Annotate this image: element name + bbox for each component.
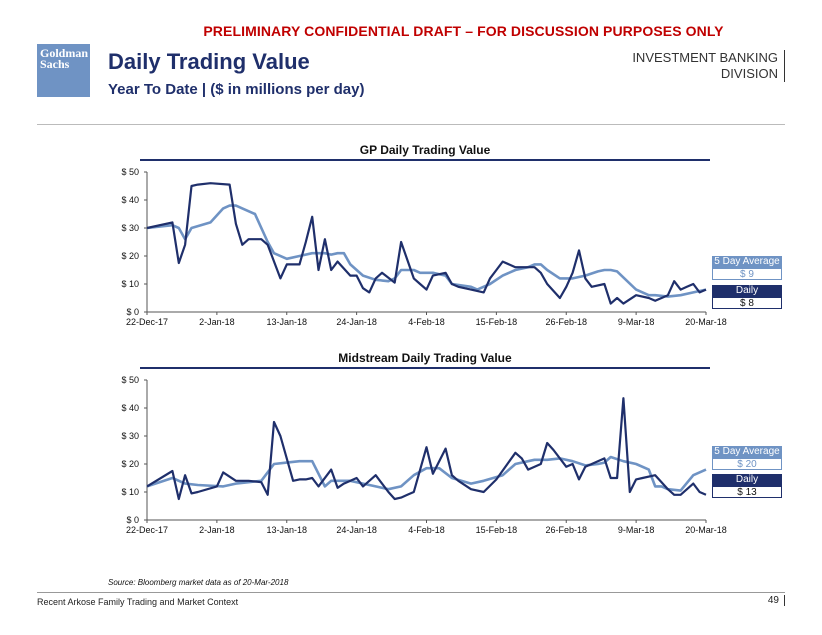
midstream-x-tick-label: 26-Feb-18 bbox=[545, 525, 587, 535]
midstream-daily-trading-chart: $ 0 $ 10 $ 20 $ 30 $ 40 $ 50 22-Dec-17 2-Jan-18… bbox=[121, 375, 727, 535]
gp-x-tick-label: 22-Dec-17 bbox=[126, 317, 168, 327]
gp-daily-line bbox=[146, 182, 707, 305]
midstream-chart-title-rule bbox=[140, 367, 710, 369]
gp-x-tick-label: 2-Jan-18 bbox=[199, 317, 235, 327]
page-title: Daily Trading Value bbox=[108, 49, 310, 74]
gp-legend-avg-value: $ 9 bbox=[712, 268, 782, 280]
midstream-x-tick-label: 24-Jan-18 bbox=[336, 525, 377, 535]
midstream-legend-daily-value: $ 13 bbox=[712, 486, 782, 498]
gp-5day-average-line bbox=[146, 204, 707, 298]
gp-legend-daily: Daily $ 8 bbox=[712, 285, 782, 309]
gp-legend-avg: 5 Day Average $ 9 bbox=[712, 256, 782, 280]
page-number: 49 bbox=[768, 595, 785, 606]
logo-line-1: Goldman bbox=[40, 46, 89, 60]
page-subtitle: Year To Date | ($ in millions per day) bbox=[108, 81, 365, 98]
midstream-legend-daily-label: Daily bbox=[712, 474, 782, 486]
logo-line-2: Sachs bbox=[40, 57, 70, 71]
midstream-x-tick-label: 9-Mar-18 bbox=[618, 525, 655, 535]
midstream-x-tick-label: 4-Feb-18 bbox=[408, 525, 445, 535]
gp-chart-title-rule bbox=[140, 159, 710, 161]
midstream-x-tick-label: 13-Jan-18 bbox=[266, 525, 307, 535]
midstream-legend-avg: 5 Day Average $ 20 bbox=[712, 446, 782, 470]
confidential-banner: PRELIMINARY CONFIDENTIAL DRAFT – FOR DIS… bbox=[203, 23, 724, 39]
gp-x-tick-label: 24-Jan-18 bbox=[336, 317, 377, 327]
gp-y-tick-label: $ 10 bbox=[121, 279, 139, 289]
midstream-chart-title: Midstream Daily Trading Value bbox=[338, 351, 512, 365]
gp-x-tick-label: 4-Feb-18 bbox=[408, 317, 445, 327]
gp-y-tick-label: $ 30 bbox=[121, 223, 139, 233]
midstream-x-tick-label: 22-Dec-17 bbox=[126, 525, 168, 535]
division-label: INVESTMENT BANKING DIVISION bbox=[618, 50, 785, 82]
midstream-5day-average-line bbox=[146, 455, 707, 492]
gp-x-tick-label: 9-Mar-18 bbox=[618, 317, 655, 327]
midstream-y-tick-label: $ 30 bbox=[121, 431, 139, 441]
gp-y-tick-label: $ 40 bbox=[121, 195, 139, 205]
division-line-2: DIVISION bbox=[720, 66, 778, 81]
gp-legend-daily-value: $ 8 bbox=[712, 297, 782, 309]
gp-y-tick-label: $ 50 bbox=[121, 167, 139, 177]
gp-y-tick-label: $ 20 bbox=[121, 251, 139, 261]
midstream-daily-line bbox=[146, 397, 707, 501]
gp-x-tick-label: 20-Mar-18 bbox=[685, 317, 727, 327]
gp-y-tick-label: $ 0 bbox=[126, 307, 139, 317]
footer-rule bbox=[37, 592, 785, 593]
midstream-x-tick-label: 2-Jan-18 bbox=[199, 525, 235, 535]
midstream-y-tick-label: $ 50 bbox=[121, 375, 139, 385]
midstream-legend-avg-label: 5 Day Average bbox=[712, 446, 782, 458]
gp-x-tick-label: 13-Jan-18 bbox=[266, 317, 307, 327]
footer-text: Recent Arkose Family Trading and Market … bbox=[37, 597, 239, 607]
gp-chart-title: GP Daily Trading Value bbox=[359, 143, 491, 157]
division-line-1: INVESTMENT BANKING bbox=[632, 50, 778, 65]
midstream-legend-daily: Daily $ 13 bbox=[712, 474, 782, 498]
midstream-legend-avg-value: $ 20 bbox=[712, 458, 782, 470]
midstream-y-tick-label: $ 40 bbox=[121, 403, 139, 413]
gp-daily-trading-chart: $ 0 $ 10 $ 20 $ 30 $ 40 $ 50 22-Dec-17 2-Jan-18… bbox=[121, 167, 727, 327]
goldman-sachs-logo: Goldman Sachs bbox=[37, 44, 90, 97]
source-note: Source: Bloomberg market data as of 20-M… bbox=[108, 578, 289, 587]
gp-legend-avg-label: 5 Day Average bbox=[712, 256, 782, 268]
gp-legend-daily-label: Daily bbox=[712, 285, 782, 297]
midstream-x-tick-label: 15-Feb-18 bbox=[476, 525, 518, 535]
header-rule bbox=[37, 124, 785, 125]
gp-x-tick-label: 15-Feb-18 bbox=[476, 317, 518, 327]
midstream-y-tick-label: $ 10 bbox=[121, 487, 139, 497]
midstream-y-tick-label: $ 0 bbox=[126, 515, 139, 525]
midstream-x-tick-label: 20-Mar-18 bbox=[685, 525, 727, 535]
gp-x-tick-label: 26-Feb-18 bbox=[545, 317, 587, 327]
midstream-y-tick-label: $ 20 bbox=[121, 459, 139, 469]
